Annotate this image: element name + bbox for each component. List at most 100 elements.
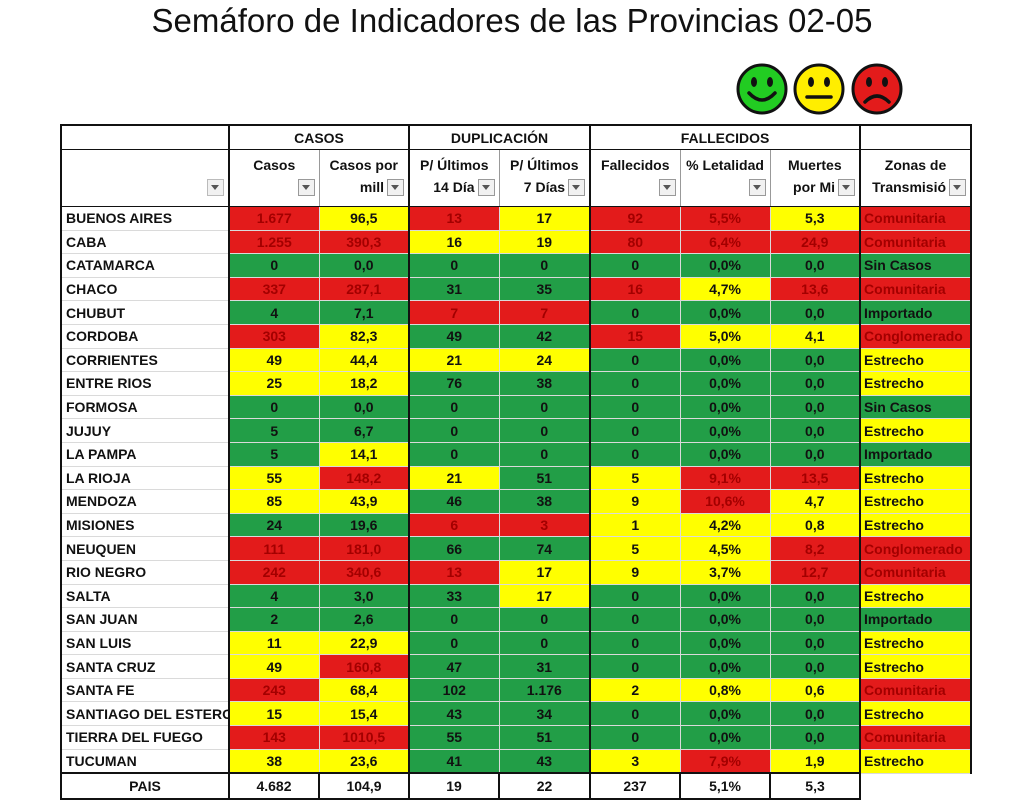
column-header-line1: % Letalidad: [686, 157, 764, 173]
indicator-cell: 102: [408, 677, 500, 703]
transmission-zone-cell: Estrecho: [859, 701, 973, 727]
filter-dropdown-icon[interactable]: [297, 178, 315, 196]
filter-dropdown-icon[interactable]: [477, 178, 495, 196]
indicator-cell: 0: [589, 394, 681, 420]
indicator-cell: 19,6: [318, 512, 411, 538]
indicator-cell: 340,6: [318, 559, 411, 585]
total-value: 19: [408, 772, 501, 800]
transmission-zone-cell: Estrecho: [859, 654, 973, 679]
province-name: LA RIOJA: [60, 465, 230, 491]
province-name: CORRIENTES: [60, 347, 230, 373]
indicator-cell: 9,1%: [679, 465, 771, 491]
indicator-cell: 51: [498, 725, 592, 750]
column-header-line1: Muertes: [787, 157, 842, 173]
indicator-cell: 31: [498, 654, 592, 679]
indicator-cell: 17: [498, 206, 592, 231]
indicator-cell: 160,8: [318, 654, 411, 679]
transmission-zone-cell: Estrecho: [859, 347, 973, 373]
indicator-cell: 4,7%: [679, 276, 771, 302]
table-row: CORDOBA 303 82,3 49 42 15 5,0% 4,1 Conglomerado: [60, 323, 973, 349]
indicator-cell: 7,1: [318, 300, 411, 325]
indicator-cell: 0,0: [769, 607, 862, 632]
province-name: CABA: [60, 229, 230, 255]
indicator-cell: 0: [589, 725, 681, 750]
column-header-line2: 14 Día: [433, 179, 475, 195]
indicator-cell: 243: [228, 677, 320, 703]
indicator-cell: 0: [589, 347, 681, 373]
indicator-cell: 6,7: [318, 418, 411, 443]
indicator-cell: 0: [589, 583, 681, 609]
indicator-cell: 0: [498, 418, 592, 443]
filter-dropdown-icon[interactable]: [568, 178, 586, 196]
table-row: ENTRE RIOS 25 18,2 76 38 0 0,0% 0,0 Estrecho: [60, 371, 973, 396]
indicator-cell: 0: [589, 630, 681, 656]
table-row: CATAMARCA 0 0,0 0 0 0 0,0% 0,0 Sin Casos: [60, 253, 973, 278]
indicator-cell: 47: [408, 654, 500, 679]
transmission-zone-cell: Estrecho: [859, 371, 973, 396]
indicator-cell: 0,0: [769, 394, 862, 420]
indicator-cell: 13,6: [769, 276, 862, 302]
province-name: CHUBUT: [60, 300, 230, 325]
table-row: CHUBUT 4 7,1 7 7 0 0,0% 0,0 Importado: [60, 300, 973, 325]
table-row: TUCUMAN 38 23,6 41 43 3 7,9% 1,9 Estrecho: [60, 748, 973, 774]
group-header-casos: CASOS: [227, 124, 411, 150]
indicator-cell: 19: [498, 229, 592, 255]
indicator-cell: 43,9: [318, 489, 411, 514]
filter-dropdown-icon[interactable]: [387, 178, 405, 196]
province-name: FORMOSA: [60, 394, 230, 420]
total-value: 22: [498, 772, 592, 800]
indicator-cell: 0,0%: [679, 253, 771, 278]
province-name: MISIONES: [60, 512, 230, 538]
indicator-cell: 4,2%: [679, 512, 771, 538]
transmission-zone-cell: Estrecho: [859, 465, 973, 491]
table-row: MENDOZA 85 43,9 46 38 9 10,6% 4,7 Estrecho: [60, 489, 973, 514]
filter-dropdown-icon[interactable]: [207, 178, 224, 196]
indicator-cell: 80: [589, 229, 681, 255]
indicator-cell: 13,5: [769, 465, 862, 491]
filter-dropdown-icon[interactable]: [949, 178, 967, 196]
province-name: ENTRE RIOS: [60, 371, 230, 396]
column-header: [60, 149, 230, 207]
indicator-cell: 43: [498, 748, 592, 774]
indicator-cell: 337: [228, 276, 320, 302]
transmission-zone-cell: Comunitaria: [859, 725, 973, 750]
indicator-cell: 24,9: [769, 229, 862, 255]
indicator-cell: 0,0: [318, 394, 411, 420]
indicator-cell: 5,3: [769, 206, 862, 231]
filter-dropdown-icon[interactable]: [838, 178, 856, 196]
table-row: SAN LUIS 11 22,9 0 0 0 0,0% 0,0 Estrecho: [60, 630, 973, 656]
table-row: NEUQUEN 111 181,0 66 74 5 4,5% 8,2 Conglomerado: [60, 536, 973, 561]
group-header-fallecidos: FALLECIDOS: [589, 124, 862, 150]
transmission-zone-cell: Comunitaria: [859, 206, 973, 231]
indicator-cell: 85: [228, 489, 320, 514]
indicator-cell: 55: [408, 725, 500, 750]
table-row: CORRIENTES 49 44,4 21 24 0 0,0% 0,0 Estrecho: [60, 347, 973, 373]
filter-dropdown-icon[interactable]: [748, 178, 766, 196]
indicator-cell: 1,9: [769, 748, 862, 774]
indicator-cell: 143: [228, 725, 320, 750]
table-row: SANTA CRUZ 49 160,8 47 31 0 0,0% 0,0 Estrecho: [60, 654, 973, 679]
table-row: SALTA 4 3,0 33 17 0 0,0% 0,0 Estrecho: [60, 583, 973, 609]
transmission-zone-cell: Conglomerado: [859, 536, 973, 561]
indicator-cell: 16: [589, 276, 681, 302]
indicator-cell: 7,9%: [679, 748, 771, 774]
indicator-cell: 0,8: [769, 512, 862, 538]
indicator-cell: 148,2: [318, 465, 411, 491]
indicator-cell: 0,0: [769, 583, 862, 609]
indicator-cell: 15: [228, 701, 320, 727]
transmission-zone-cell: Importado: [859, 300, 973, 325]
indicator-cell: 18,2: [318, 371, 411, 396]
province-name: SAN JUAN: [60, 607, 230, 632]
indicator-cell: 1.677: [228, 206, 320, 231]
province-name: TIERRA DEL FUEGO: [60, 725, 230, 750]
indicator-cell: 17: [498, 583, 592, 609]
indicator-cell: 0: [408, 253, 500, 278]
group-header-duplicacion: DUPLICACIÓN: [408, 124, 592, 150]
indicator-cell: 0,0: [769, 347, 862, 373]
filter-dropdown-icon[interactable]: [658, 178, 676, 196]
total-value: 5,1%: [679, 772, 772, 800]
indicator-cell: 0,0%: [679, 701, 771, 727]
indicator-cell: 68,4: [318, 677, 411, 703]
indicator-cell: 5: [589, 536, 681, 561]
indicator-cell: 0,0: [318, 253, 411, 278]
